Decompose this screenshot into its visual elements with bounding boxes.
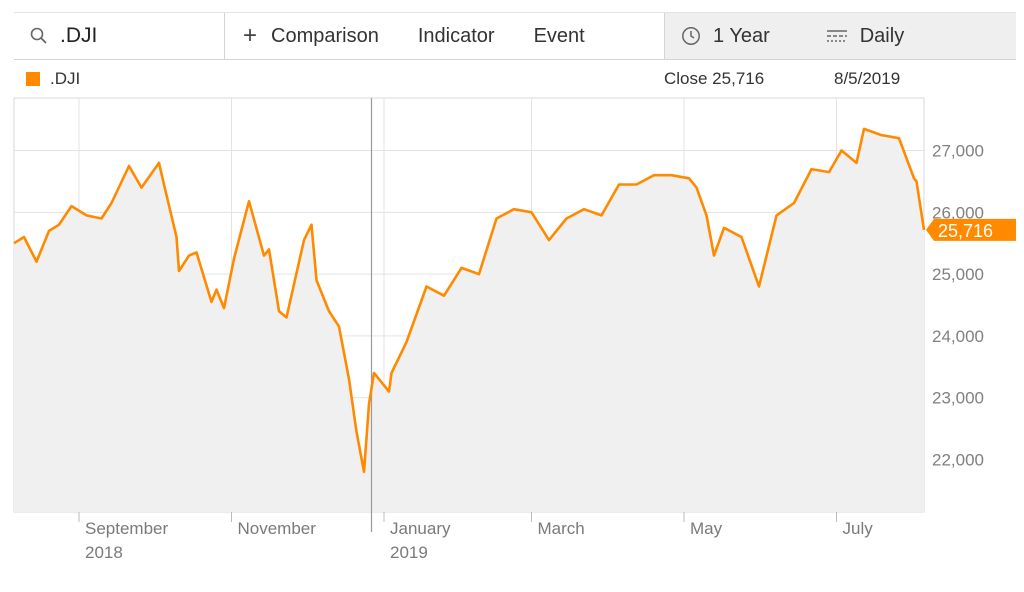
indicator-label: Indicator: [417, 24, 495, 47]
x-tick-label: January: [390, 519, 451, 538]
indicator-button[interactable]: Indicator: [418, 25, 495, 48]
x-tick-label: March: [538, 519, 585, 538]
comparison-button[interactable]: + Comparison: [243, 24, 379, 48]
series-area-fill: [14, 128, 924, 512]
event-label: Event: [533, 24, 585, 47]
y-tick-label: 23,000: [932, 389, 984, 408]
event-button[interactable]: Event: [534, 25, 585, 48]
search-icon: [30, 27, 48, 45]
x-tick-year: 2019: [390, 543, 428, 562]
chart-toolbar: .DJI + Comparison Indicator Event 1 Year…: [14, 12, 1016, 60]
last-price-marker: [926, 218, 1016, 241]
chart-legend: .DJI Close 25,716 8/5/2019: [26, 66, 926, 92]
x-tick-year: 2018: [85, 543, 123, 562]
x-tick-label: November: [238, 519, 317, 538]
interval-label: Daily: [859, 24, 905, 47]
x-tick-label: July: [843, 519, 874, 538]
toolbar-actions: + Comparison Indicator Event: [225, 13, 664, 59]
close-date: 8/5/2019: [834, 69, 901, 88]
symbol-search[interactable]: .DJI: [14, 13, 225, 59]
range-selector[interactable]: 1 Year: [681, 25, 770, 48]
clock-icon: [681, 26, 701, 46]
y-tick-label: 24,000: [932, 327, 984, 346]
legend-symbol: .DJI: [50, 69, 81, 88]
series-line: [13, 127, 926, 474]
series-swatch: [26, 72, 40, 86]
close-value: Close 25,716: [664, 69, 765, 88]
x-tick-label: September: [85, 519, 168, 538]
range-label: 1 Year: [713, 24, 770, 47]
toolbar-settings: 1 Year Daily: [664, 13, 1016, 59]
x-tick-label: May: [690, 519, 723, 538]
y-tick-label: 27,000: [932, 142, 984, 161]
plus-icon: +: [243, 22, 258, 49]
comparison-label: Comparison: [271, 24, 379, 47]
y-tick-label: 22,000: [932, 450, 984, 469]
interval-selector[interactable]: Daily: [826, 25, 904, 48]
y-tick-label: 25,000: [932, 265, 984, 284]
y-tick-label: 26,000: [932, 203, 984, 222]
last-price-label: 25,716: [938, 221, 993, 241]
candles-icon: [826, 28, 848, 44]
symbol-input-value[interactable]: .DJI: [60, 24, 98, 47]
